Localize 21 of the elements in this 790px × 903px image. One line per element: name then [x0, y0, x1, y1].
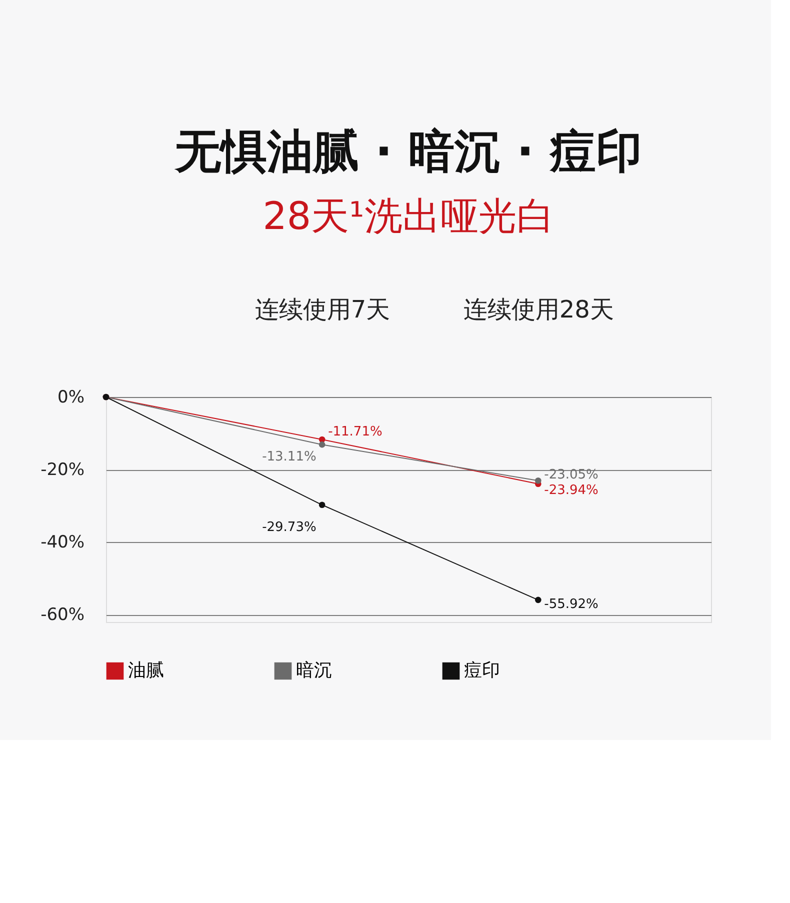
- x-tick-label: 连续使用28天: [463, 296, 614, 324]
- point: [534, 477, 542, 484]
- data-label: -11.71%: [328, 424, 382, 440]
- chart-subtitle: 28天¹洗出哑光白: [262, 194, 554, 238]
- x-tick-label: 连续使用7天: [254, 296, 390, 324]
- data-label: -13.11%: [262, 450, 316, 465]
- data-label: -23.05%: [544, 468, 598, 483]
- legend-label: 油腻: [128, 660, 164, 681]
- legend-label: 暗沉: [296, 660, 332, 681]
- point: [534, 596, 542, 604]
- point: [318, 502, 326, 508]
- legend-label: 痘印: [464, 660, 500, 681]
- point: [318, 441, 326, 448]
- y-tick-label: 0%: [58, 388, 84, 408]
- chart-title: 无惧油腻 · 暗沉 · 痘印: [174, 124, 642, 178]
- data-label: -29.73%: [262, 520, 316, 535]
- y-tick-label: -40%: [40, 532, 84, 553]
- y-tick-label: -20%: [40, 460, 84, 480]
- data-label: -55.92%: [544, 596, 598, 612]
- data-label: -23.94%: [544, 482, 598, 498]
- y-tick-label: -60%: [40, 605, 84, 626]
